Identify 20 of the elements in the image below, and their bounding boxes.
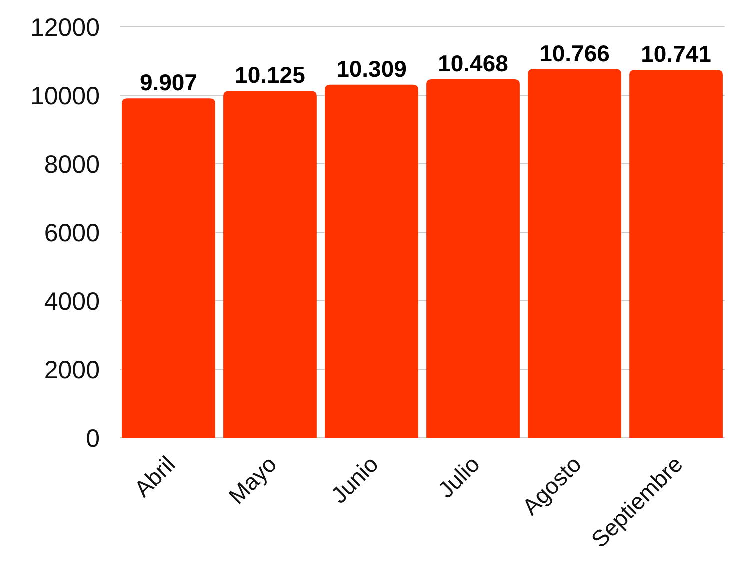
y-tick-label: 0 — [86, 424, 100, 453]
y-tick-label: 4000 — [44, 288, 100, 316]
y-tick-label: 10000 — [30, 82, 100, 110]
data-label: 10.741 — [641, 41, 712, 68]
y-tick-label: 8000 — [44, 150, 100, 179]
bar — [325, 84, 418, 438]
data-label: 9.907 — [140, 70, 198, 96]
data-label: 10.125 — [235, 62, 306, 88]
bar — [630, 70, 723, 438]
bar — [528, 69, 622, 438]
y-tick-label: 12000 — [30, 14, 100, 42]
y-tick-label: 6000 — [44, 219, 100, 248]
bar — [122, 98, 216, 438]
data-label: 10.766 — [540, 40, 610, 66]
bar — [426, 79, 520, 438]
data-label: 10.468 — [438, 50, 509, 76]
bar — [224, 91, 317, 438]
x-tick-label: Julio — [432, 451, 485, 503]
y-tick-label: 2000 — [44, 356, 100, 384]
data-label: 10.309 — [336, 56, 407, 82]
